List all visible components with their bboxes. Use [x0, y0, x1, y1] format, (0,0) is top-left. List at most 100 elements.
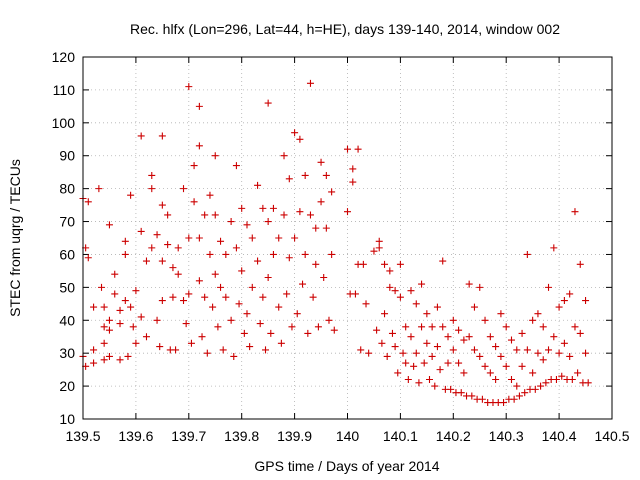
data-point: [124, 352, 132, 360]
data-point: [127, 191, 135, 199]
data-point: [185, 83, 193, 91]
data-point: [248, 283, 256, 291]
data-point: [153, 231, 161, 239]
data-point: [309, 293, 317, 301]
data-point: [481, 362, 489, 370]
data-point: [391, 287, 399, 295]
data-point: [291, 234, 299, 242]
data-point: [238, 267, 246, 275]
data-point: [539, 356, 547, 364]
x-tick-label: 140.5: [594, 428, 629, 444]
data-point: [455, 359, 463, 367]
data-point: [195, 102, 203, 110]
data-point: [396, 293, 404, 301]
data-point: [211, 152, 219, 160]
data-point: [396, 260, 404, 268]
data-point: [518, 329, 526, 337]
data-point: [328, 250, 336, 258]
data-point: [248, 234, 256, 242]
data-point: [90, 359, 98, 367]
data-point: [288, 323, 296, 331]
data-point: [399, 349, 407, 357]
data-point: [455, 326, 463, 334]
data-point: [132, 287, 140, 295]
data-point: [550, 333, 558, 341]
data-point: [502, 323, 510, 331]
data-point: [232, 162, 240, 170]
data-point: [156, 343, 164, 351]
y-tick-label: 30: [59, 345, 75, 361]
data-point: [322, 224, 330, 232]
data-point: [523, 250, 531, 258]
data-point: [465, 333, 473, 341]
data-point: [560, 339, 568, 347]
data-point: [381, 310, 389, 318]
data-point: [534, 310, 542, 318]
data-point: [539, 323, 547, 331]
data-point: [415, 379, 423, 387]
data-point: [312, 224, 320, 232]
data-point: [322, 171, 330, 179]
x-tick-label: 140.1: [383, 428, 418, 444]
data-point: [481, 316, 489, 324]
data-point: [529, 316, 537, 324]
x-tick-label: 140: [336, 428, 360, 444]
data-point: [497, 352, 505, 360]
data-point: [222, 293, 230, 301]
data-point: [362, 300, 370, 308]
y-tick-label: 100: [52, 115, 76, 131]
data-point: [254, 181, 262, 189]
data-point: [227, 218, 235, 226]
data-point: [521, 389, 529, 397]
data-point: [275, 303, 283, 311]
data-point: [470, 346, 478, 354]
data-point: [180, 185, 188, 193]
data-point: [375, 237, 383, 245]
data-point: [566, 290, 574, 298]
data-point: [425, 376, 433, 384]
data-point: [185, 234, 193, 242]
data-point: [206, 250, 214, 258]
data-point: [566, 352, 574, 360]
y-tick-label: 120: [52, 49, 76, 65]
data-point: [433, 303, 441, 311]
data-point: [574, 369, 582, 377]
x-tick-label: 139.8: [224, 428, 259, 444]
data-point: [259, 204, 267, 212]
data-point: [344, 208, 351, 216]
data-point: [428, 323, 436, 331]
data-point: [444, 333, 452, 341]
data-point: [476, 283, 484, 291]
x-tick-label: 139.6: [118, 428, 153, 444]
data-point: [576, 329, 584, 337]
data-point: [444, 359, 452, 367]
data-point: [116, 306, 124, 314]
data-point: [317, 158, 325, 166]
data-point: [301, 171, 309, 179]
data-point: [214, 323, 222, 331]
data-point: [235, 300, 243, 308]
data-point: [571, 323, 579, 331]
data-point: [349, 165, 357, 173]
data-point: [402, 359, 410, 367]
y-tick-label: 50: [59, 279, 75, 295]
data-point: [259, 293, 267, 301]
data-point: [388, 329, 396, 337]
data-point: [354, 145, 362, 153]
data-point: [105, 221, 113, 229]
data-point: [158, 257, 166, 265]
x-tick-label: 139.5: [65, 428, 100, 444]
data-point: [320, 273, 328, 281]
data-point: [433, 343, 441, 351]
data-point: [116, 320, 124, 328]
x-tick-label: 140.4: [542, 428, 577, 444]
data-point: [402, 323, 410, 331]
data-point: [391, 343, 399, 351]
data-point: [142, 257, 150, 265]
data-point: [571, 208, 579, 216]
data-point: [576, 260, 584, 268]
data-point: [262, 346, 270, 354]
data-point: [164, 241, 172, 249]
data-point: [502, 362, 510, 370]
